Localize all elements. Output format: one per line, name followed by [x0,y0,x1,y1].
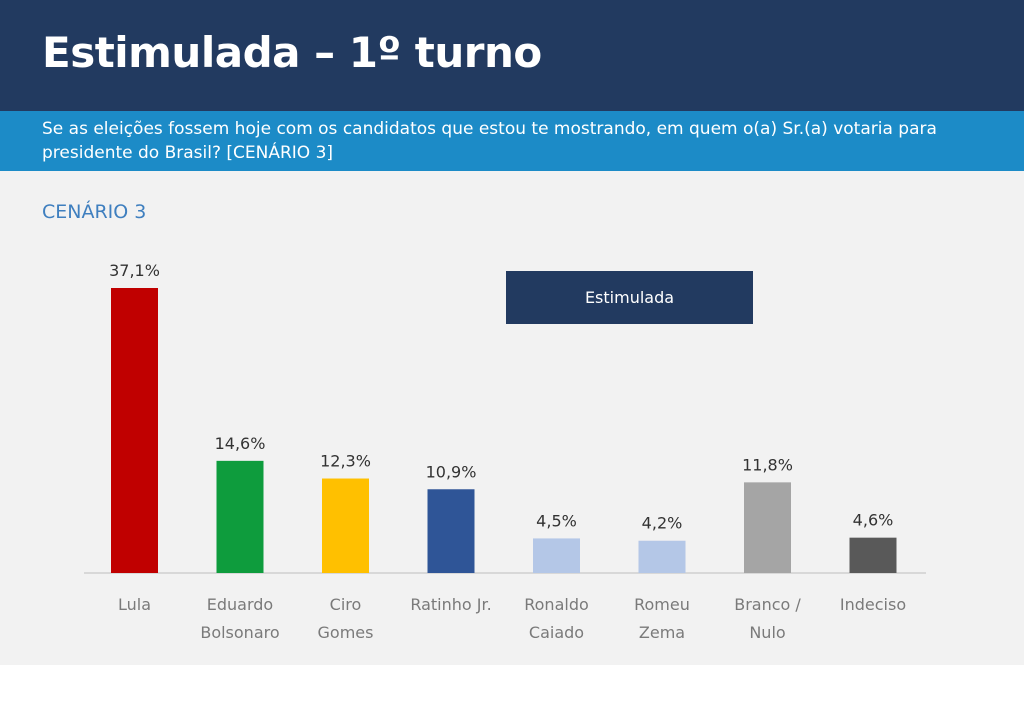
question-band [0,111,1024,171]
legend: Estimulada [506,271,753,324]
scenario-label: CENÁRIO 3 [42,201,147,223]
category-label: Ciro [330,595,362,614]
bar [533,538,580,573]
data-label: 4,5% [536,511,577,530]
category-label: Branco / [734,595,801,614]
category-label: Ratinho Jr. [410,595,491,614]
data-label: 37,1% [109,261,160,280]
bar-chart: 37,1% Lula 14,6% Eduardo Bolsonaro 12,3% Ciro G… [84,261,926,642]
category-label: Indeciso [840,595,906,614]
bar [216,460,264,573]
data-label: 4,2% [642,514,683,533]
data-label: 11,8% [742,455,793,474]
bar [322,478,369,573]
legend-entry: Estimulada [584,288,675,307]
data-label: 10,9% [426,462,477,481]
category-label: Zema [639,623,685,642]
bar [744,482,791,573]
bar [111,288,158,573]
category-label: Eduardo [207,595,273,614]
category-label: Caiado [529,623,584,642]
data-label: 4,6% [853,511,894,530]
category-label: Ronaldo [524,595,589,614]
category-label: Romeu [634,595,690,614]
page-title: Estimulada – 1º turno [42,28,542,77]
data-label: 14,6% [215,434,266,453]
bar [849,537,897,573]
category-label: Nulo [749,623,785,642]
chart-panel [0,171,1024,665]
category-label: Lula [118,595,151,614]
bar [427,489,475,573]
survey-question: Se as eleições fossem hoje com os candid… [42,119,937,163]
category-label: Bolsonaro [200,623,279,642]
bar [638,540,686,573]
header-bar [0,0,1024,111]
data-label: 12,3% [320,452,371,471]
category-label: Gomes [318,623,374,642]
